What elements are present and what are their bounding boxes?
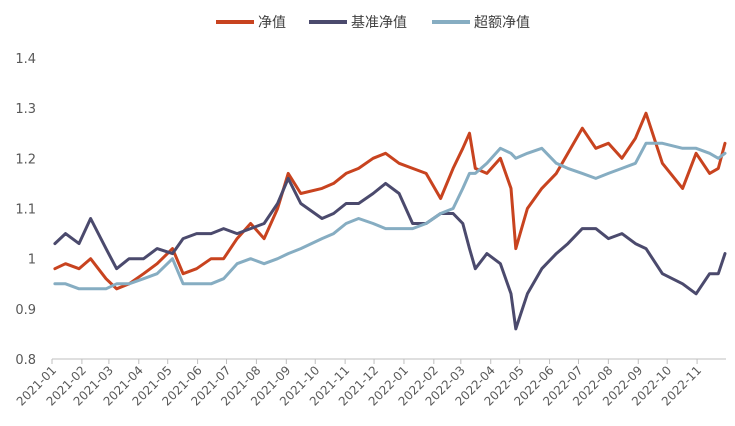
y-tick-label: 1.3 (15, 102, 36, 117)
excess-nav-line (53, 141, 727, 291)
series-layer (53, 111, 727, 331)
y-axis: 0.8 0.9 1 1.1 1.2 1.3 1.4 (15, 52, 36, 368)
legend-label-nav: 净值 (258, 15, 286, 31)
y-tick-label: 0.9 (15, 303, 36, 318)
legend: 净值 基准净值 超额净值 (216, 14, 530, 31)
y-tick-label: 1 (28, 253, 36, 268)
x-axis: 2021-012021-022021-032021-042021-052021-… (14, 358, 726, 409)
y-tick-label: 1.2 (15, 152, 36, 167)
benchmark-nav-line (53, 176, 727, 331)
y-tick-label: 0.8 (15, 353, 36, 368)
y-tick-label: 1.1 (15, 203, 36, 218)
y-tick-label: 1.4 (15, 52, 36, 67)
legend-label-excess: 超额净值 (474, 15, 530, 31)
nav-line (53, 111, 727, 291)
legend-label-benchmark: 基准净值 (351, 14, 407, 31)
